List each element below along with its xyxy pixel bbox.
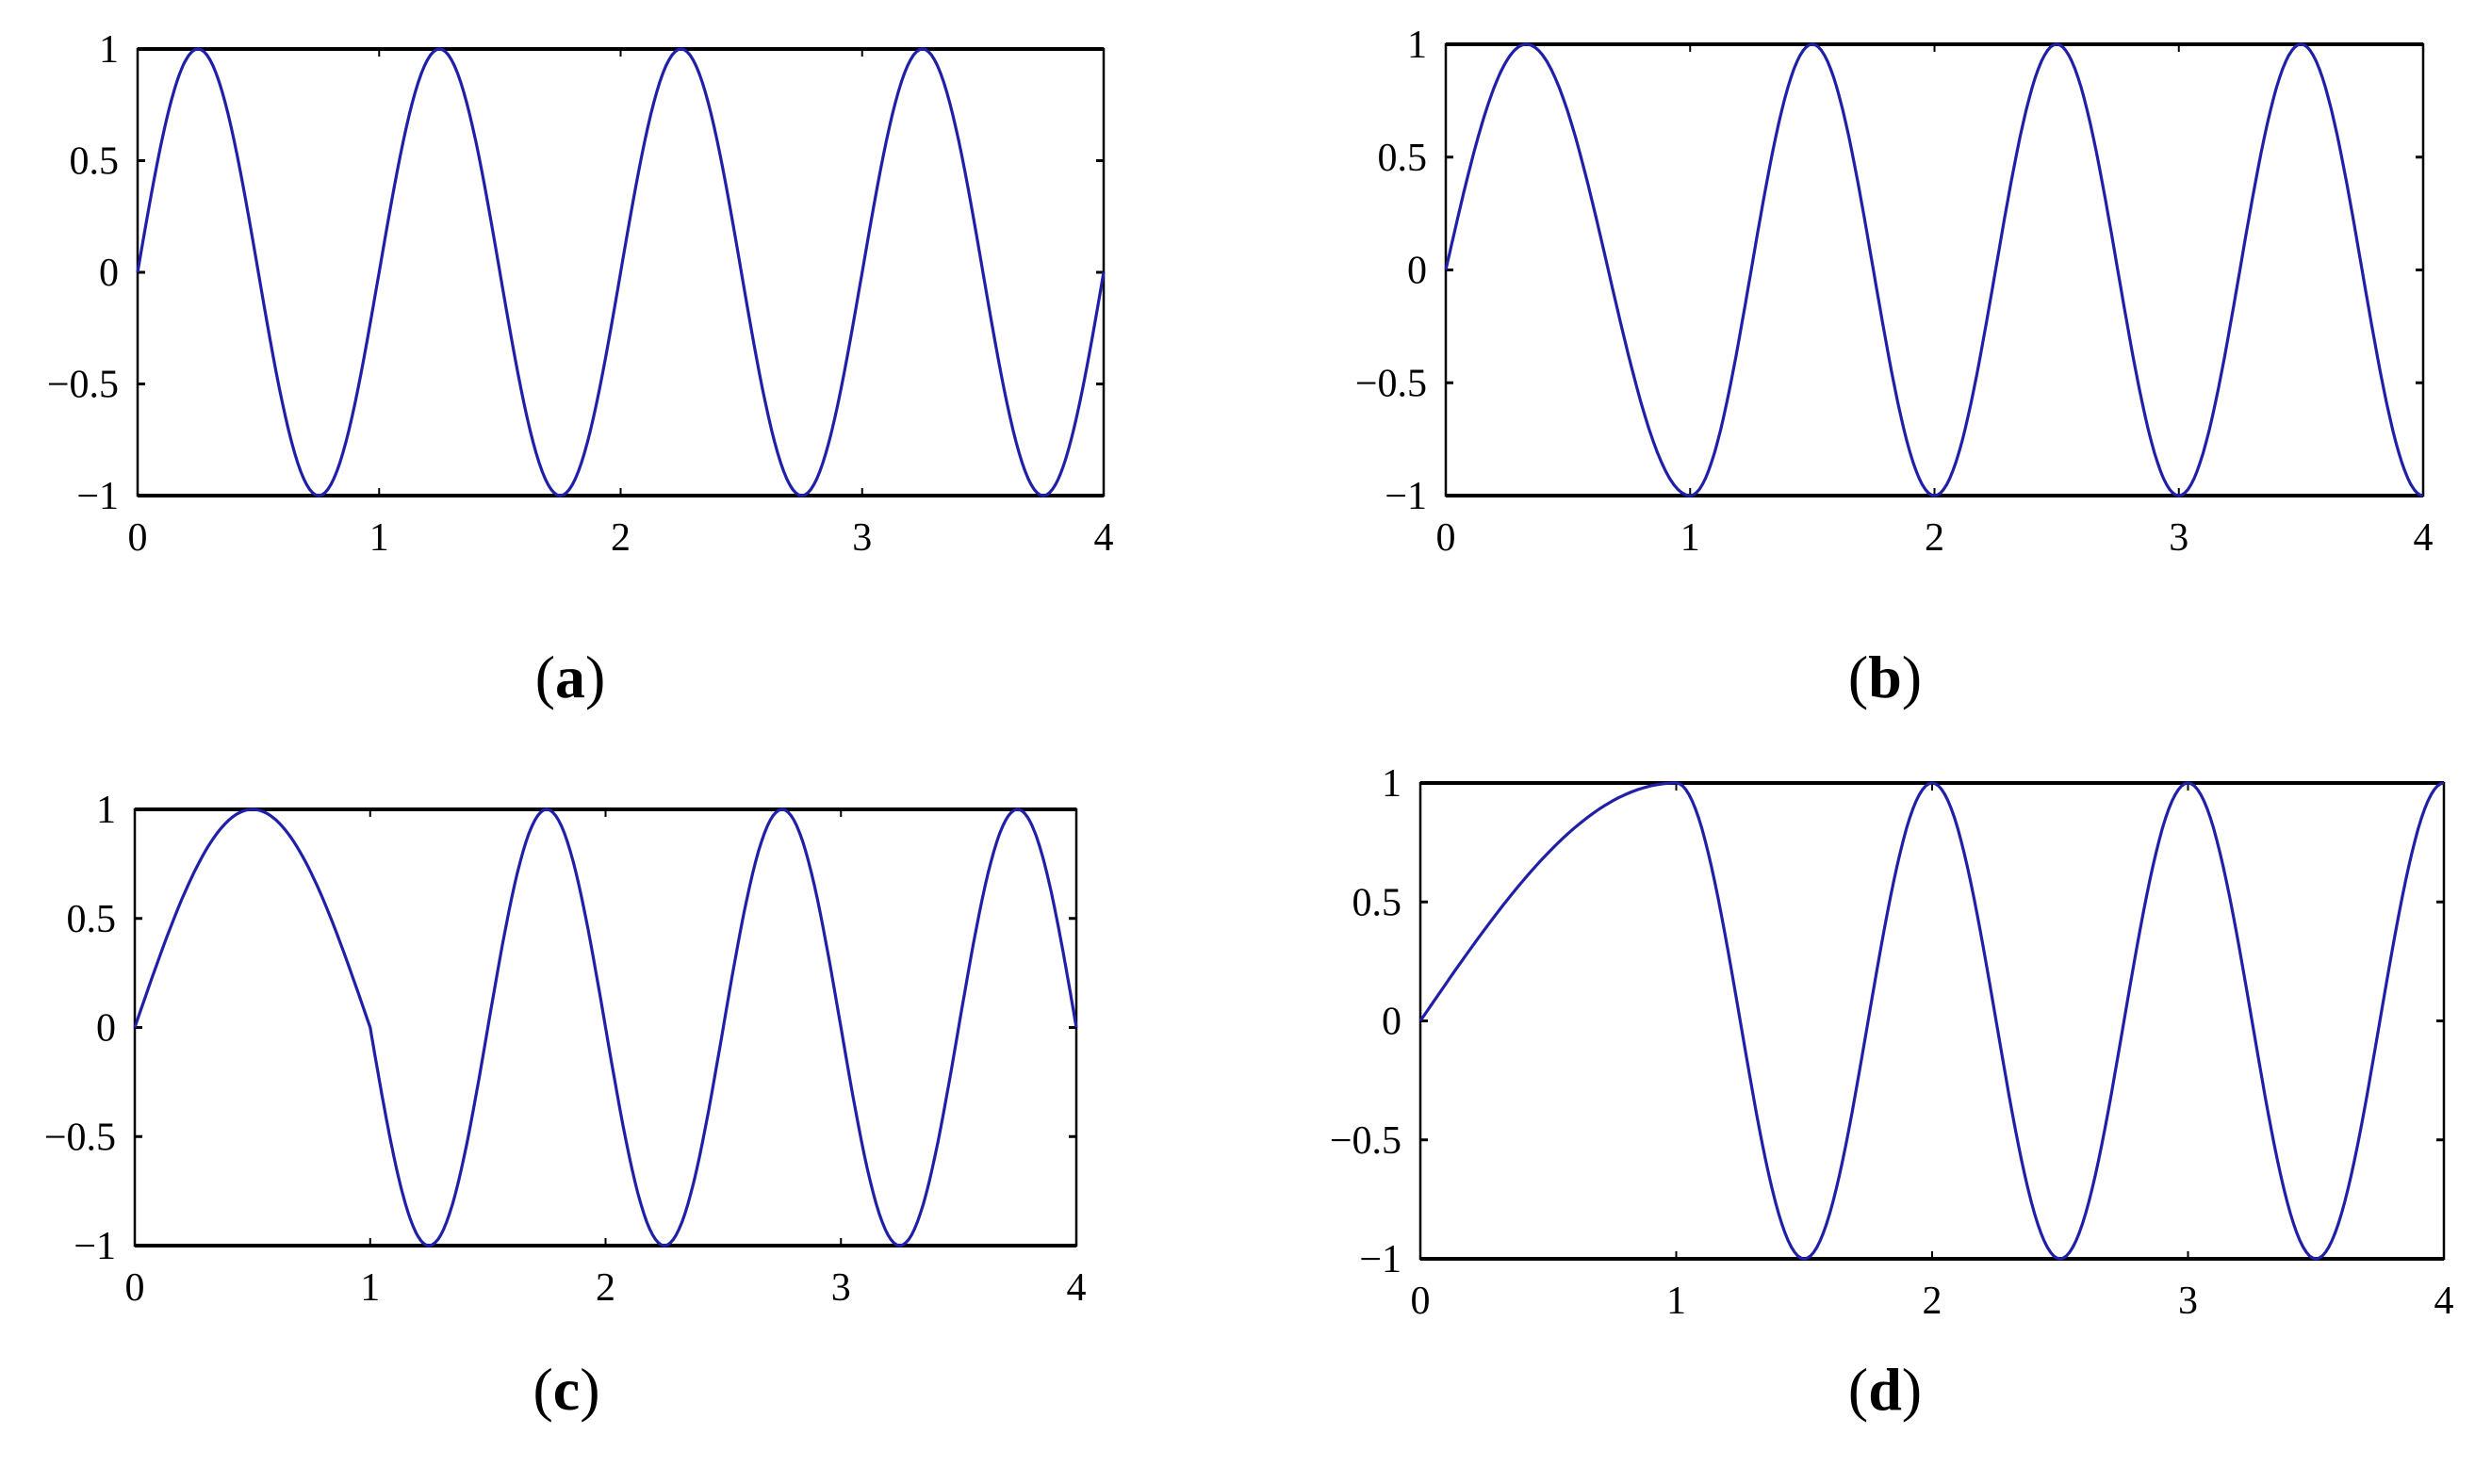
y-tick-label: 1 — [96, 789, 116, 832]
x-tick-label: 3 — [852, 516, 872, 560]
y-tick-label: 0 — [1407, 250, 1427, 293]
x-tick-label: 3 — [2169, 516, 2188, 560]
x-tick-label: 3 — [831, 1266, 851, 1310]
panel-label: (d) — [1848, 1356, 1922, 1423]
series-line — [1418, 781, 2445, 1261]
y-tick-label: 1 — [99, 28, 119, 72]
x-tick-label: 2 — [1923, 1280, 1942, 1323]
panel-label: (a) — [535, 644, 606, 710]
y-tick-label: −1 — [1359, 1238, 1401, 1281]
x-tick-label: 0 — [125, 1266, 145, 1310]
x-tick-label: 1 — [360, 1266, 380, 1310]
y-tick-label: −0.5 — [1330, 1119, 1401, 1163]
y-tick-label: −0.5 — [44, 1116, 116, 1159]
x-tick-label: 3 — [2178, 1280, 2198, 1323]
x-tick-label: 1 — [369, 516, 389, 560]
y-tick-label: 0 — [1382, 1001, 1401, 1044]
y-tick-label: 0 — [96, 1007, 116, 1051]
x-tick-label: 2 — [1925, 516, 1944, 560]
y-tick-label: 0 — [99, 252, 119, 295]
panel-c: 0 1 2 3 4 1 0.5 0 −0.5 −1 (c) — [44, 789, 1087, 1423]
x-tick-label: 4 — [1067, 1266, 1087, 1310]
x-tick-label: 2 — [596, 1266, 615, 1310]
x-tick-label: 0 — [128, 516, 148, 560]
y-tick-label: −1 — [74, 1225, 116, 1268]
panel-a: 0 1 2 3 4 1 0.5 0 −0.5 −1 (a) — [47, 28, 1114, 710]
series-line — [133, 807, 1078, 1248]
y-tick-label: 0.5 — [67, 898, 117, 941]
series-line — [136, 47, 1106, 497]
x-tick-label: 1 — [1680, 516, 1700, 560]
x-tick-label: 4 — [1094, 516, 1114, 560]
axes-frame — [1418, 781, 2446, 1261]
x-tick-label: 0 — [1436, 516, 1456, 560]
y-tick-label: 0.5 — [70, 140, 120, 184]
y-tick-label: 1 — [1407, 24, 1427, 67]
x-tick-label: 0 — [1411, 1280, 1431, 1323]
x-tick-label: 2 — [611, 516, 631, 560]
x-tick-label: 1 — [1666, 1280, 1686, 1323]
y-tick-label: −0.5 — [1355, 362, 1427, 405]
y-tick-label: 1 — [1382, 762, 1401, 806]
panel-d: 0 1 2 3 4 1 0.5 0 −0.5 −1 (d) — [1330, 762, 2454, 1423]
y-tick-label: −1 — [76, 475, 119, 518]
x-tick-label: 4 — [2414, 516, 2434, 560]
y-tick-label: 0.5 — [1352, 881, 1402, 924]
y-tick-label: 0.5 — [1378, 137, 1428, 180]
panel-b: 0 1 2 3 4 1 0.5 0 −0.5 −1 (b) — [1355, 24, 2434, 710]
panel-label: (b) — [1848, 644, 1922, 710]
y-tick-label: −1 — [1385, 475, 1427, 518]
x-tick-label: 4 — [2434, 1280, 2454, 1323]
y-tick-label: −0.5 — [47, 364, 119, 407]
axes-frame — [1444, 42, 2425, 497]
panel-label: (c) — [533, 1356, 599, 1423]
series-line — [1444, 42, 2424, 497]
